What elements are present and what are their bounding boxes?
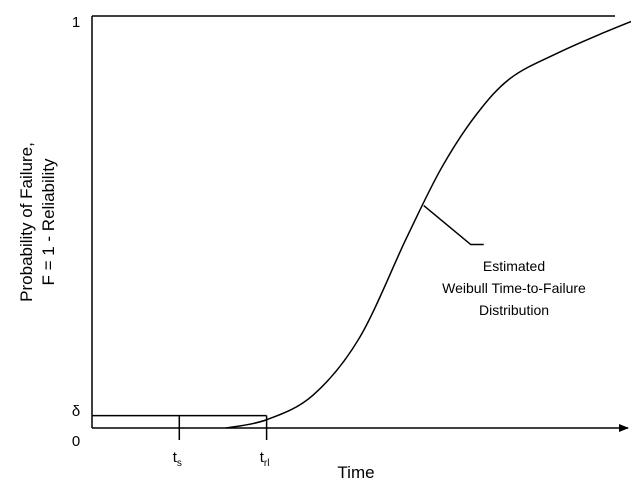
y-axis-label-line-2: F = 1 - Reliability [39,158,58,286]
y-tick-label-0: 0 [72,433,80,450]
annotation-line-1: Estimated [483,258,545,274]
x-tick-label-1: trl [260,449,270,469]
y-tick-label-delta: δ [72,403,80,420]
y-tick-label-1: 1 [72,14,80,31]
y-axis-label-line-1: Probability of Failure, [17,142,36,302]
annotation-line-3: Distribution [479,302,549,318]
weibull-curve [225,20,631,429]
x-axis-label: Time [337,463,374,482]
annotation-line-2: Weibull Time-to-Failure [442,280,586,296]
annotation-leader-line [423,204,484,246]
x-tick-label-0: ts [173,449,182,469]
